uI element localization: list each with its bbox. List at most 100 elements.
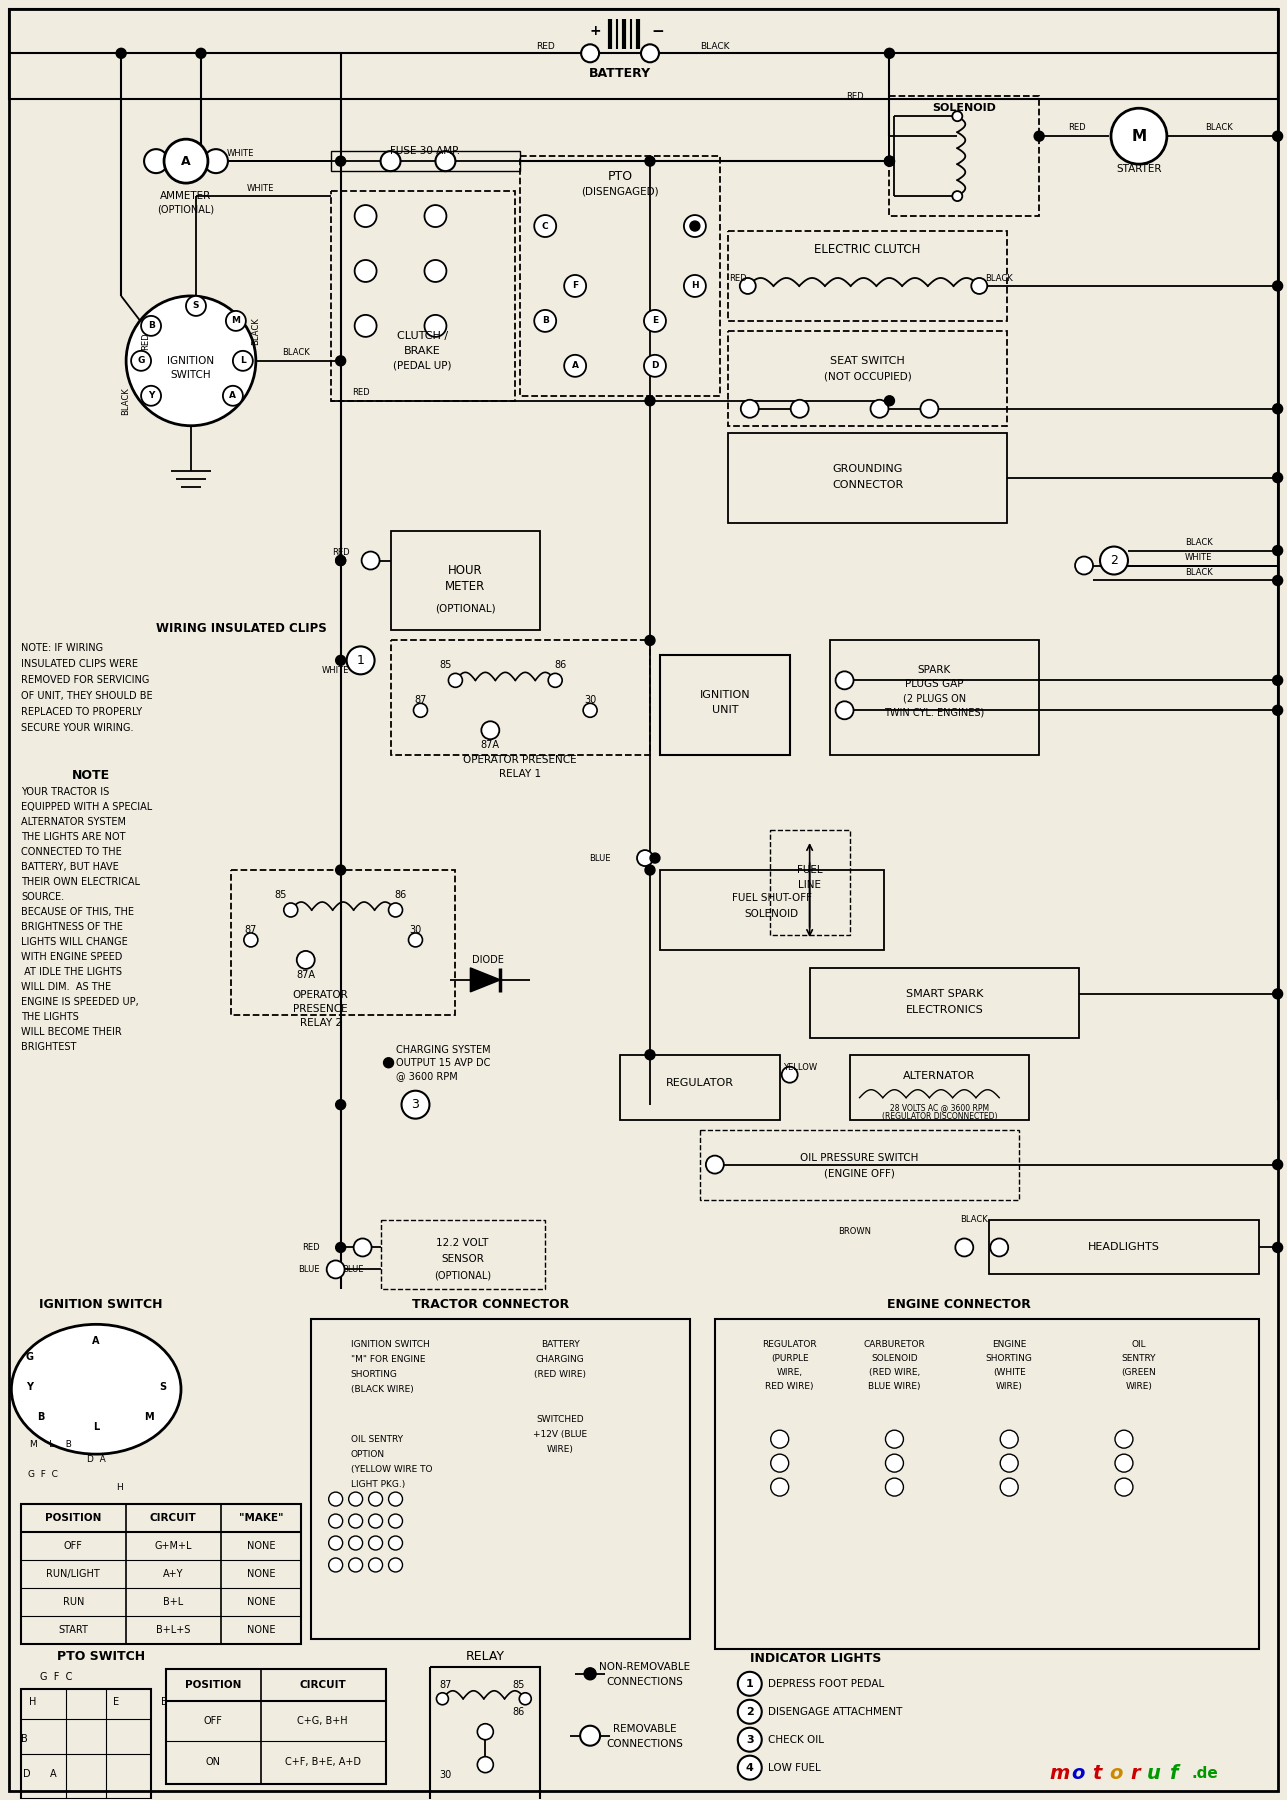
Text: 87: 87 [245, 925, 257, 934]
Text: D: D [23, 1769, 31, 1778]
Circle shape [389, 1535, 403, 1550]
Text: WILL BECOME THEIR: WILL BECOME THEIR [22, 1026, 122, 1037]
Text: SPARK: SPARK [918, 666, 951, 675]
Circle shape [644, 310, 665, 331]
Circle shape [990, 1238, 1008, 1256]
Text: 86: 86 [394, 889, 407, 900]
Text: 1: 1 [356, 653, 364, 666]
Text: RED: RED [142, 331, 151, 349]
Circle shape [548, 673, 562, 688]
Circle shape [583, 704, 597, 716]
Bar [889, 95, 1039, 216]
Circle shape [328, 1514, 342, 1528]
Circle shape [481, 722, 499, 740]
Text: BLACK: BLACK [1205, 122, 1233, 131]
Bar [230, 869, 456, 1015]
Text: CARBURETOR: CARBURETOR [864, 1339, 925, 1348]
Circle shape [737, 1672, 762, 1696]
Text: G: G [138, 356, 144, 365]
Circle shape [402, 1091, 430, 1118]
Text: CHARGING SYSTEM: CHARGING SYSTEM [395, 1044, 490, 1055]
Text: 85: 85 [274, 889, 287, 900]
Circle shape [1273, 706, 1283, 715]
Circle shape [1000, 1478, 1018, 1496]
Circle shape [368, 1492, 382, 1507]
Text: 4: 4 [746, 1762, 754, 1773]
Text: WIRE): WIRE) [547, 1445, 574, 1454]
Text: BLUE: BLUE [342, 1265, 363, 1274]
Bar [22, 1505, 301, 1643]
Text: A: A [571, 362, 579, 371]
Text: THE LIGHTS: THE LIGHTS [22, 1012, 79, 1022]
Bar [660, 655, 790, 756]
Text: (BLACK WIRE): (BLACK WIRE) [350, 1384, 413, 1393]
Circle shape [582, 45, 598, 63]
Text: S: S [160, 1382, 166, 1391]
Circle shape [1273, 675, 1283, 686]
Circle shape [436, 1692, 448, 1705]
Circle shape [187, 295, 206, 317]
Text: DIODE: DIODE [472, 956, 505, 965]
Text: THEIR OWN ELECTRICAL: THEIR OWN ELECTRICAL [22, 877, 140, 887]
Text: POSITION: POSITION [45, 1514, 102, 1523]
Text: OUTPUT 15 AVP DC: OUTPUT 15 AVP DC [395, 1058, 490, 1067]
Circle shape [336, 556, 346, 565]
Text: OFF: OFF [64, 1541, 82, 1552]
Text: BATTERY: BATTERY [589, 67, 651, 79]
Text: r: r [1130, 1764, 1140, 1784]
Circle shape [564, 275, 586, 297]
Text: POSITION: POSITION [185, 1679, 241, 1690]
Text: Y: Y [26, 1382, 33, 1391]
Circle shape [645, 157, 655, 166]
Bar [660, 869, 884, 950]
Bar [390, 641, 650, 756]
Circle shape [203, 149, 228, 173]
Bar [990, 1220, 1259, 1274]
Text: F: F [573, 281, 578, 290]
Text: REMOVED FOR SERVICING: REMOVED FOR SERVICING [22, 675, 149, 686]
Text: ENGINE IS SPEEDED UP,: ENGINE IS SPEEDED UP, [22, 997, 139, 1006]
Bar [48, 1391, 75, 1406]
Text: (OPTIONAL): (OPTIONAL) [434, 1271, 490, 1280]
Text: OIL PRESSURE SWITCH: OIL PRESSURE SWITCH [801, 1152, 919, 1163]
Text: 30: 30 [409, 925, 422, 934]
Text: WIRE): WIRE) [1126, 1382, 1152, 1391]
Text: +12V (BLUE: +12V (BLUE [533, 1429, 587, 1438]
Text: SOURCE.: SOURCE. [22, 893, 64, 902]
Text: OIL SENTRY: OIL SENTRY [350, 1435, 403, 1444]
Circle shape [683, 214, 705, 238]
Text: OPERATOR: OPERATOR [293, 990, 349, 999]
Circle shape [349, 1559, 363, 1571]
Circle shape [327, 1260, 345, 1278]
Circle shape [564, 355, 586, 376]
Circle shape [435, 151, 456, 171]
Circle shape [328, 1492, 342, 1507]
Circle shape [425, 259, 447, 283]
Circle shape [972, 277, 987, 293]
Circle shape [741, 400, 759, 418]
Circle shape [952, 191, 963, 202]
Circle shape [243, 932, 257, 947]
Circle shape [328, 1559, 342, 1571]
Text: FUSE 30 AMP.: FUSE 30 AMP. [390, 146, 461, 157]
Circle shape [163, 139, 208, 184]
Text: B: B [37, 1413, 45, 1422]
Circle shape [448, 673, 462, 688]
Text: RED: RED [1068, 122, 1086, 131]
Text: SMART SPARK: SMART SPARK [906, 988, 983, 999]
Circle shape [346, 646, 375, 675]
Text: CLUTCH /: CLUTCH / [396, 331, 448, 340]
Bar [9, 9, 1278, 99]
Bar [82, 1391, 111, 1406]
Text: (PURPLE: (PURPLE [771, 1354, 808, 1363]
Text: H: H [30, 1697, 37, 1706]
Bar [166, 1669, 386, 1784]
Circle shape [645, 396, 655, 405]
Text: CONNECTIONS: CONNECTIONS [606, 1678, 683, 1687]
Circle shape [955, 1238, 973, 1256]
Text: (DISENGAGED): (DISENGAGED) [582, 185, 659, 196]
Text: SEAT SWITCH: SEAT SWITCH [830, 356, 905, 365]
Circle shape [1115, 1478, 1133, 1496]
Bar [700, 1130, 1019, 1199]
Text: u: u [1147, 1764, 1161, 1784]
